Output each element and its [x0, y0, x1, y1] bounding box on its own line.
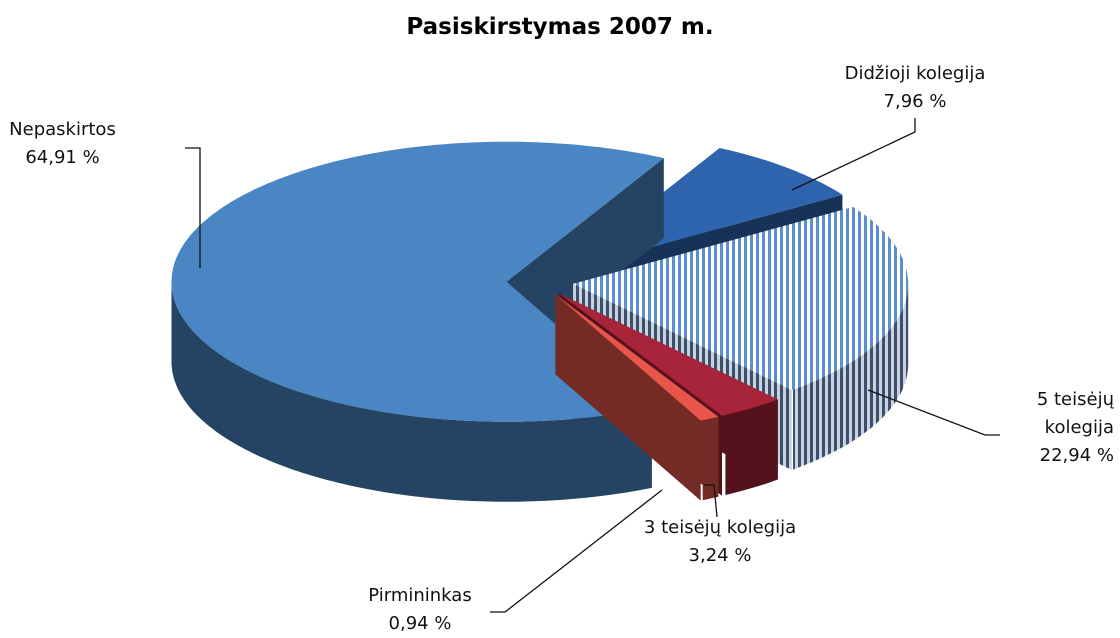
data-label: Pirmininkas 0,94 % [340, 582, 500, 638]
chart-title: Pasiskirstymas 2007 m. [406, 14, 714, 40]
slice-outer-side [171, 283, 652, 502]
slice-top [555, 294, 719, 421]
leader-line [185, 147, 201, 268]
data-label: 3 teisėjų kolegija 3,24 % [620, 514, 820, 570]
data-label: Didžioji kolegija 7,96 % [835, 60, 995, 116]
label-name: 5 teisėjų kolegija [1036, 389, 1114, 438]
label-name: 3 teisėjų kolegija [643, 517, 797, 538]
label-name: Didžioji kolegija [844, 63, 986, 84]
leader-line [704, 484, 718, 518]
pie [171, 141, 909, 502]
leader-lines [185, 118, 1000, 613]
leader-line [490, 489, 663, 613]
label-value: 22,94 % [1039, 445, 1114, 466]
slice-outer-side [725, 399, 778, 495]
slice-inner-side [506, 158, 664, 362]
leader-line [867, 389, 1000, 436]
label-name: Pirmininkas [368, 585, 472, 606]
label-value: 64,91 % [25, 147, 100, 168]
label-value: 0,94 % [388, 613, 452, 634]
slice [555, 294, 719, 501]
slice-top [171, 141, 664, 422]
label-name: Nepaskirtos [9, 119, 116, 140]
slice-top [559, 293, 778, 416]
slice-outer-side [793, 283, 909, 470]
label-value: 7,96 % [883, 91, 947, 112]
slice-outer-side [702, 416, 719, 501]
leader-line [791, 118, 916, 191]
data-label: 5 teisėjų kolegija 22,94 % [1010, 386, 1114, 470]
slice-top [573, 207, 909, 390]
label-value: 3,24 % [688, 545, 752, 566]
slice-inner-side [555, 294, 701, 501]
data-label: Nepaskirtos 64,91 % [0, 116, 125, 172]
